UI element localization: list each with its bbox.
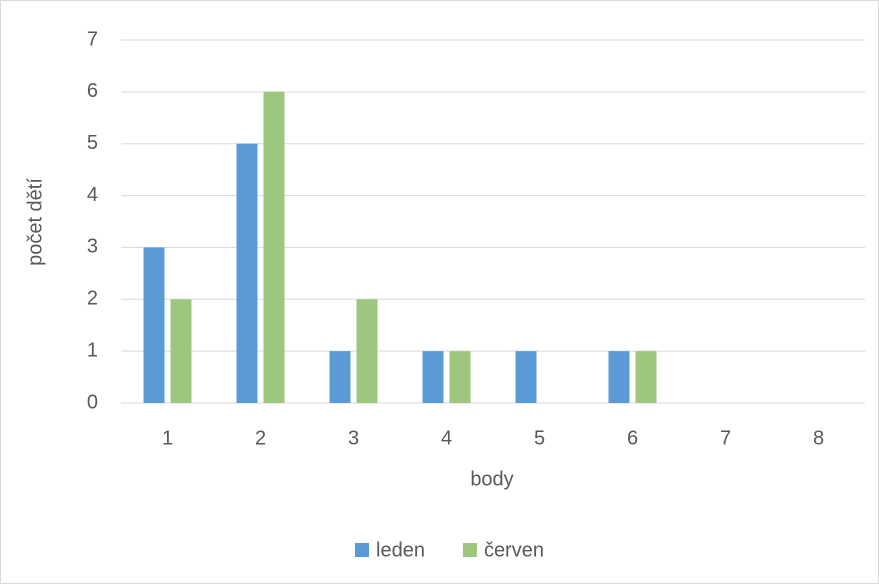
- y-tick-label: 6: [87, 80, 98, 102]
- bar: [515, 351, 537, 403]
- bar: [236, 143, 258, 403]
- y-tick-label: 5: [87, 132, 98, 154]
- x-tick-label: 6: [627, 427, 638, 449]
- bar: [356, 299, 378, 403]
- bar: [422, 351, 444, 403]
- legend-label: leden: [376, 539, 425, 561]
- legend-swatch: [462, 543, 477, 557]
- bar: [449, 351, 471, 403]
- y-axis-label: počet dětí: [24, 178, 46, 266]
- y-tick-label: 1: [87, 339, 98, 361]
- x-tick-label: 3: [348, 427, 359, 449]
- x-tick-label: 8: [813, 427, 824, 449]
- bar: [263, 91, 285, 403]
- y-tick-label: 0: [87, 391, 98, 413]
- x-tick-label: 5: [534, 427, 545, 449]
- y-tick-label: 7: [87, 28, 98, 50]
- x-tick-label: 1: [162, 427, 173, 449]
- bar: [635, 351, 657, 403]
- y-tick-label: 4: [87, 184, 98, 206]
- x-tick-label: 4: [441, 427, 452, 449]
- x-tick-label: 2: [255, 427, 266, 449]
- legend-swatch: [355, 543, 369, 557]
- x-axis-label: body: [470, 468, 513, 490]
- y-tick-label: 3: [87, 236, 98, 258]
- y-tick-label: 2: [87, 288, 98, 310]
- legend-label: červen: [484, 539, 544, 561]
- bar: [608, 351, 630, 403]
- bar: [143, 247, 165, 403]
- bar: [170, 299, 192, 403]
- bar: [329, 351, 351, 403]
- x-tick-label: 7: [720, 427, 731, 449]
